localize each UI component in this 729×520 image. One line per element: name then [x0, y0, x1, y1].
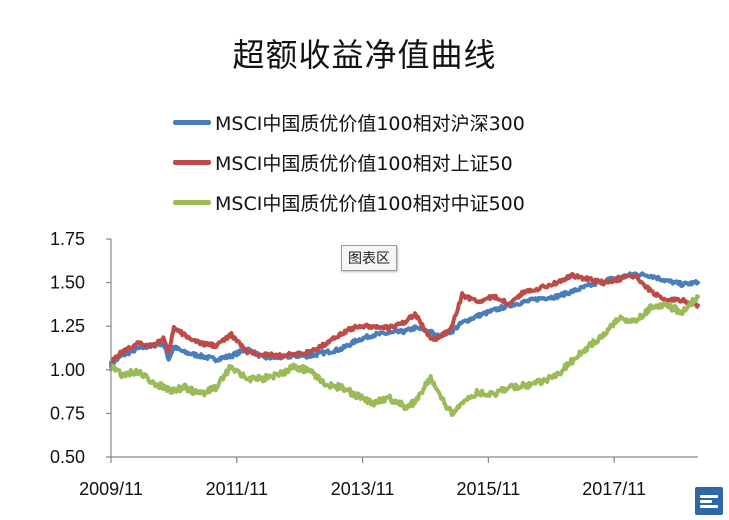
y-tick-label-3: 1.25 — [50, 316, 85, 336]
x-tick-label-4: 2017/11 — [582, 479, 646, 499]
chart-title: 超额收益净值曲线 — [232, 36, 497, 74]
x-tick-label-0: 2009/11 — [79, 479, 143, 499]
series-line-1 — [109, 272, 700, 365]
legend-label-sz50: MSCI中国质优价值100相对上证50 — [215, 152, 513, 175]
y-tick-label-4: 1.50 — [50, 273, 85, 293]
y-tick-label-1: 0.75 — [50, 403, 85, 423]
series-layer — [109, 271, 700, 417]
legend-label-zz500: MSCI中国质优价值100相对中证500 — [215, 192, 525, 215]
axis-layer: 0.50 0.75 1.00 1.25 1.50 1.75 2009/11 2011/11 20… — [50, 229, 698, 499]
legend-swatch-sz50 — [173, 159, 211, 165]
series-line-2 — [109, 294, 700, 417]
y-tick-label-2: 1.00 — [50, 360, 85, 380]
legend-item-zz500: MSCI中国质优价值100相对中证500 — [173, 182, 525, 222]
legend-item-sz50: MSCI中国质优价值100相对上证50 — [173, 142, 525, 182]
y-tick-label-0: 0.50 — [50, 447, 85, 467]
y-tick-label-5: 1.75 — [50, 229, 85, 249]
legend-swatch-hs300 — [173, 119, 211, 125]
legend-swatch-zz500 — [173, 199, 211, 205]
x-tick-label-2: 2013/11 — [331, 479, 395, 499]
x-tick-label-1: 2011/11 — [206, 479, 268, 499]
x-tick-label-3: 2015/11 — [456, 479, 520, 499]
watermark-logo-icon — [695, 487, 723, 515]
plot-area-tag: 图表区 — [341, 245, 397, 271]
legend-item-hs300: MSCI中国质优价值100相对沪深300 — [173, 102, 525, 142]
legend: MSCI中国质优价值100相对沪深300 MSCI中国质优价值100相对上证50… — [173, 102, 525, 222]
legend-label-hs300: MSCI中国质优价值100相对沪深300 — [215, 112, 525, 135]
